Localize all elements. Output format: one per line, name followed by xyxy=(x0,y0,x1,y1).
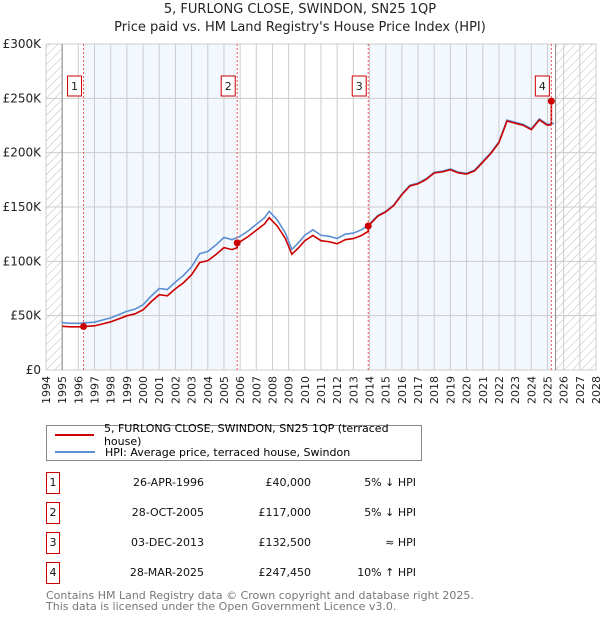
y-tick-label: £200K xyxy=(3,146,43,160)
footer-licence: This data is licensed under the Open Gov… xyxy=(46,600,397,613)
sale-label: 4 xyxy=(539,80,546,93)
x-tick-label: 2024 xyxy=(525,376,538,404)
sale-price: £117,000 xyxy=(258,506,312,519)
x-tick-label: 2023 xyxy=(509,376,522,404)
sale-label-box xyxy=(67,75,83,97)
x-tick-label: 1995 xyxy=(56,376,69,404)
legend-item-price: 5, FURLONG CLOSE, SWINDON, SN25 1QP (ter… xyxy=(55,422,421,448)
sale-price: £247,450 xyxy=(258,566,312,579)
red-line-swatch xyxy=(55,434,94,436)
sale-label: 3 xyxy=(356,80,363,93)
sale-price: £132,500 xyxy=(258,536,312,549)
x-tick-label: 2002 xyxy=(169,376,182,404)
y-tick-label: £150K xyxy=(3,200,43,214)
sale-number: 4 xyxy=(46,562,60,584)
legend: 5, FURLONG CLOSE, SWINDON, SN25 1QP (ter… xyxy=(46,422,422,461)
x-tick-label: 2007 xyxy=(250,376,263,404)
x-tick-label: 1999 xyxy=(121,376,134,404)
x-tick-label: 2018 xyxy=(428,376,441,404)
y-tick-label: £0 xyxy=(26,363,41,377)
x-tick-label: 2000 xyxy=(137,376,150,404)
chart-title: 5, FURLONG CLOSE, SWINDON, SN25 1QP xyxy=(163,2,437,17)
price-paid-line xyxy=(62,101,553,328)
x-tick-label: 1994 xyxy=(40,376,53,404)
x-tick-label: 2004 xyxy=(202,376,215,404)
x-tick-label: 2012 xyxy=(331,376,344,404)
sale-date: 28-MAR-2025 xyxy=(129,566,204,579)
sale-label-box xyxy=(351,75,367,97)
sale-point xyxy=(547,97,555,105)
x-tick-label: 2025 xyxy=(541,376,554,404)
sale-hpi-comparison: 5% ↓ HPI xyxy=(364,476,416,489)
x-tick-label: 2027 xyxy=(574,376,587,404)
y-tick-label: £300K xyxy=(3,37,43,51)
price-chart: 1994 1995 1996 1997 1998 1999 2000 2001 2002 2003… xyxy=(3,37,600,404)
x-tick-label: 2020 xyxy=(461,376,474,404)
x-tick-label: 2010 xyxy=(299,376,312,404)
sale-label: 1 xyxy=(71,80,78,93)
x-tick-label: 2008 xyxy=(266,376,279,404)
blue-line-swatch xyxy=(55,451,95,453)
sale-price: £40,000 xyxy=(265,476,312,489)
sale-number: 3 xyxy=(46,532,60,554)
sale-date: 03-DEC-2013 xyxy=(130,536,204,549)
x-tick-label: 2014 xyxy=(364,376,377,404)
x-tick-label: 2015 xyxy=(380,376,393,404)
y-tick-label: £100K xyxy=(3,254,43,268)
sale-hpi-comparison: ≈ HPI xyxy=(385,536,416,549)
sale-point xyxy=(364,222,372,230)
y-tick-label: £250K xyxy=(3,91,43,105)
legend-label: HPI: Average price, terraced house, Swin… xyxy=(105,445,351,459)
x-tick-label: 2013 xyxy=(347,376,360,404)
x-tick-label: 2021 xyxy=(477,376,490,404)
x-tick-label: 2028 xyxy=(590,376,600,404)
x-tick-label: 2022 xyxy=(493,376,506,404)
sale-number: 2 xyxy=(46,502,60,524)
x-tick-label: 2026 xyxy=(558,376,571,404)
x-tick-label: 2009 xyxy=(283,376,296,404)
sale-point xyxy=(233,239,241,247)
sale-number: 1 xyxy=(46,472,60,494)
x-tick-label: 1997 xyxy=(89,376,102,404)
y-tick-label: £50K xyxy=(10,309,42,323)
x-tick-label: 2005 xyxy=(218,376,231,404)
sale-label-box xyxy=(534,75,550,97)
sale-point xyxy=(80,323,88,331)
sale-hpi-comparison: 10% ↑ HPI xyxy=(357,566,416,579)
x-tick-label: 2003 xyxy=(186,376,199,404)
legend-item-hpi: HPI: Average price, terraced house, Swin… xyxy=(55,443,350,461)
x-tick-label: 2016 xyxy=(396,376,409,404)
x-tick-label: 1998 xyxy=(105,376,118,404)
legend-label: 5, FURLONG CLOSE, SWINDON, SN25 1QP (ter… xyxy=(103,422,389,448)
x-tick-label: 2001 xyxy=(153,376,166,404)
x-tick-label: 2017 xyxy=(412,376,425,404)
footer-copyright: Contains HM Land Registry data © Crown c… xyxy=(46,589,474,602)
x-tick-label: 1996 xyxy=(72,376,85,404)
sale-label-box xyxy=(220,75,236,97)
x-tick-label: 2006 xyxy=(234,376,247,404)
x-tick-label: 2011 xyxy=(315,376,328,404)
sale-date: 28-OCT-2005 xyxy=(131,506,204,519)
x-tick-label: 2019 xyxy=(444,376,457,404)
sale-hpi-comparison: 5% ↓ HPI xyxy=(364,506,416,519)
chart-subtitle: Price paid vs. HM Land Registry's House … xyxy=(114,20,486,35)
sale-date: 26-APR-1996 xyxy=(132,476,204,489)
sale-label: 2 xyxy=(225,80,232,93)
